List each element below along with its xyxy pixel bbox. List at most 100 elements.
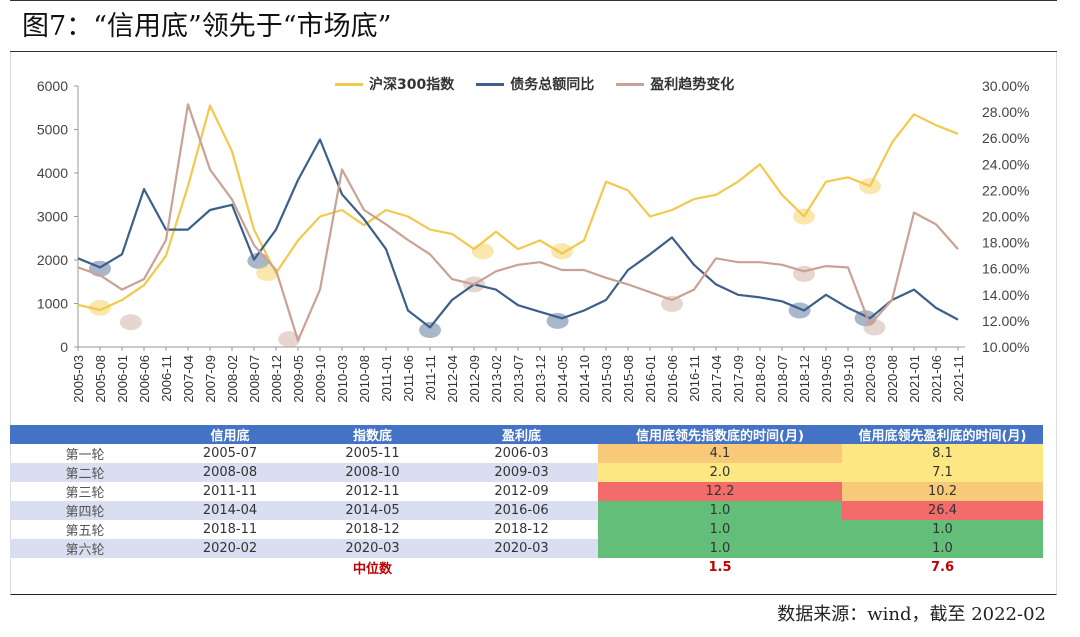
left-tick-label: 3000 [37,209,68,225]
table-cell-lead-index: 1.0 [598,520,842,539]
series-line-profit [77,103,959,342]
table-cell-profit: 2020-03 [445,539,598,558]
legend-item-debt: 债务总额同比 [476,74,594,94]
x-tick-label: 2011-01 [379,355,394,402]
table-row: 第二轮 2008-08 2008-10 2009-03 2.0 7.1 [10,463,1043,482]
x-tick-label: 2018-07 [775,355,790,403]
x-tick-label: 2010-08 [357,355,372,403]
table-cell-index: 2014-05 [300,501,445,520]
table-cell-credit: 2020-02 [160,539,300,558]
table-cell-label: 第五轮 [65,524,105,539]
left-tick-label: 4000 [37,165,68,181]
right-tick-label: 16.00% [982,261,1029,277]
x-tick-label: 2020-03 [863,355,878,403]
legend-item-csi300: 沪深300指数 [335,74,454,94]
table-cell-credit: 2014-04 [160,501,300,520]
x-tick-label: 2016-01 [643,355,658,403]
table-cell-lead-index: 1.0 [598,501,842,520]
x-tick-label: 2006-11 [159,355,174,402]
table-cell-lead-profit: 7.1 [842,463,1043,482]
series-line-debt [77,138,959,329]
left-tick-label: 2000 [37,252,68,268]
x-tick-label: 2020-08 [885,355,900,403]
empty-cell [445,558,598,577]
highlight-marker [119,314,142,331]
header-cell [10,425,160,444]
x-tick-label: 2016-06 [665,355,680,403]
right-tick-label: 30.00% [982,78,1029,94]
x-tick-label: 2008-12 [269,355,284,403]
table-cell-index: 2012-11 [345,484,400,499]
figure-frame [10,52,1057,595]
x-tick-label: 2013-07 [511,355,526,403]
table-cell-lead-index: 4.1 [598,444,842,463]
right-tick-label: 18.00% [982,235,1029,251]
x-tick-label: 2012-09 [467,355,482,403]
highlight-marker [471,243,494,260]
table-cell-lead-profit: 26.4 [842,501,1043,520]
right-tick-label: 22.00% [982,182,1029,198]
table-cell-credit: 2011-11 [202,484,258,499]
x-tick-label: 2021-11 [951,355,966,402]
x-tick-label: 2015-03 [599,355,614,403]
median-lead-index: 1.5 [708,560,732,575]
table-cell-index: 2018-12 [345,522,400,537]
legend-label: 债务总额同比 [510,77,595,93]
x-tick-label: 2013-02 [489,355,504,403]
x-tick-label: 2011-06 [401,355,416,402]
x-tick-label: 2014-05 [555,355,570,403]
table-cell-profit: 2016-06 [445,501,598,520]
header-cell: 信用底领先盈利底的时间(月) [842,425,1043,444]
table-cell-label: 第三轮 [65,486,105,501]
table-cell-lead-profit: 1.0 [842,520,1043,539]
x-tick-label: 2019-05 [819,355,834,403]
table-cell-lead-index: 1.0 [598,539,842,558]
x-tick-label: 2021-06 [929,355,944,403]
table-cell-profit: 2018-12 [494,522,549,537]
table-cell-credit: 2005-07 [202,446,258,461]
header-cell: 信用底领先指数底的时间(月) [598,425,842,444]
empty-cell [10,558,160,577]
left-tick-label: 0 [60,339,68,355]
x-tick-label: 2007-04 [181,355,196,403]
highlight-marker [89,299,111,316]
table-cell-index: 2008-10 [300,463,445,482]
highlight-marker [256,265,279,282]
table-cell-lead-profit: 8.1 [842,444,1043,463]
x-tick-label: 2014-10 [577,355,592,403]
x-tick-label: 2007-09 [203,355,218,403]
x-tick-label: 2006-01 [115,355,130,403]
right-tick-label: 28.00% [982,104,1029,120]
table-cell-profit: 2006-03 [494,446,549,461]
x-tick-label: 2016-11 [687,355,702,402]
table-cell-label: 第六轮 [10,539,160,558]
table-cell-credit: 2008-08 [160,463,300,482]
right-tick-label: 14.00% [982,287,1029,303]
x-tick-label: 2017-09 [731,355,746,403]
x-tick-label: 2015-08 [621,355,636,403]
x-tick-label: 2005-03 [71,355,86,403]
chart: 0 1000 2000 3000 4000 5000 6000 10.00% 12.00% 14.… [37,78,1030,403]
x-tick-label: 2021-01 [907,355,922,403]
left-tick-label: 5000 [37,122,68,138]
highlight-marker [419,322,441,339]
highlight-marker [278,331,301,348]
median-row: 中位数 1.5 7.6 [10,558,1043,577]
table-row: 第四轮 2014-04 2014-05 2016-06 1.0 26.4 [10,501,1043,520]
x-tick-label: 2011-11 [423,355,438,401]
table-cell-credit: 2018-11 [202,522,258,537]
table-cell-lead-index: 2.0 [598,463,842,482]
legend-label: 沪深300指数 [369,77,455,93]
table-cell-lead-profit: 10.2 [842,482,1043,501]
left-tick-label: 1000 [37,296,68,312]
table-cell-label: 第一轮 [65,448,105,463]
table-cell-lead-index: 12.2 [598,482,842,501]
series-line-csi300 [77,104,959,312]
table-cell-label: 第四轮 [10,501,160,520]
right-tick-label: 12.00% [982,313,1029,329]
table-cell-lead-profit: 1.0 [842,539,1043,558]
table-row: 第一轮 2005-07 2005-11 2006-03 4.1 8.1 [10,444,1043,463]
x-tick-label: 2012-04 [445,355,460,403]
median-label: 中位数 [352,562,392,577]
right-tick-label: 20.00% [982,209,1029,225]
